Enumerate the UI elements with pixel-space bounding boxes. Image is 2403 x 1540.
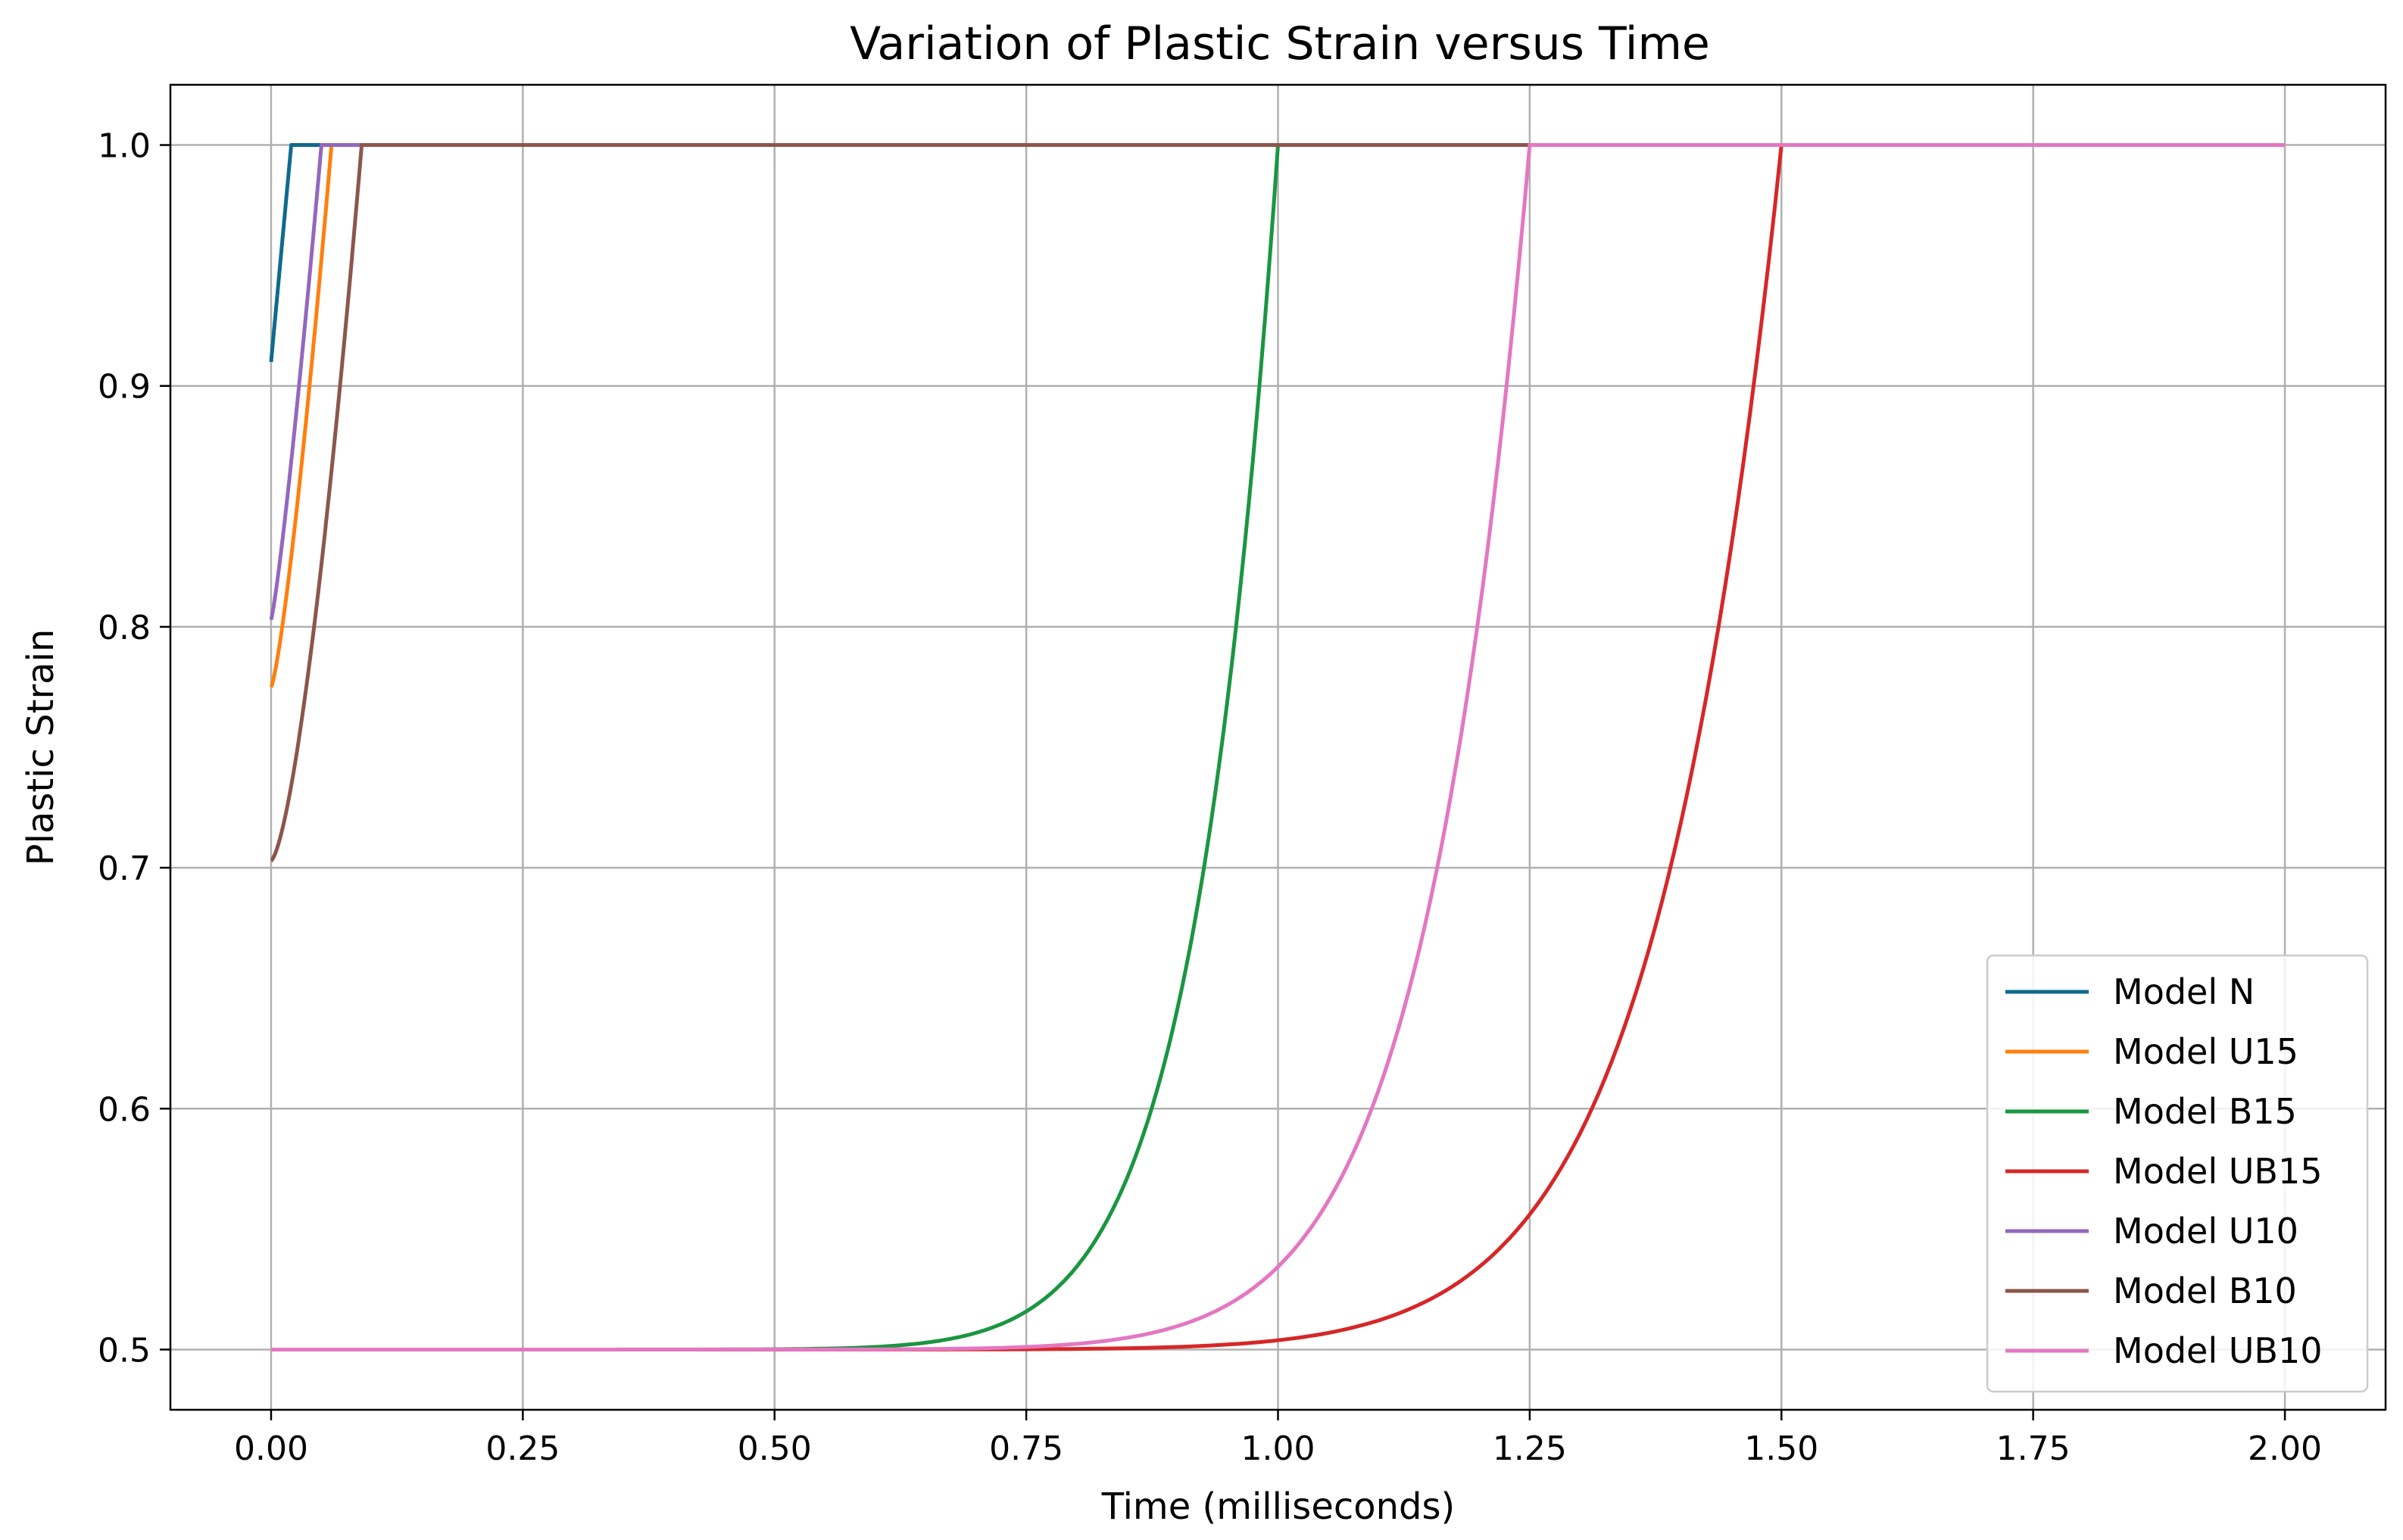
chart-title: Variation of Plastic Strain versus Time <box>850 17 1710 70</box>
y-tick-label: 0.9 <box>98 368 151 407</box>
series-line-model-b10 <box>270 143 1530 862</box>
legend-label-model-b15: Model B15 <box>2113 1091 2297 1132</box>
x-tick-label: 0.00 <box>234 1429 308 1468</box>
y-tick-label: 0.6 <box>98 1090 151 1129</box>
series-line-model-u15 <box>269 143 342 689</box>
series-line-model-n <box>269 143 322 363</box>
series-lines <box>269 143 2285 1351</box>
legend-items: Model N Model U15 Model B15 Model UB15 Model… <box>2005 971 2323 1371</box>
x-axis: 0.00 0.25 0.50 0.75 1.00 1.25 1.50 1.75 2.00 <box>234 1410 2322 1468</box>
x-tick-label: 1.00 <box>1241 1429 1315 1468</box>
legend-label-model-u10: Model U10 <box>2113 1211 2298 1252</box>
legend-label-model-ub15: Model UB15 <box>2113 1151 2323 1192</box>
series-line-model-ub10 <box>271 143 2285 1351</box>
legend-label-model-u15: Model U15 <box>2113 1031 2298 1072</box>
y-axis-label: Plastic Strain <box>20 629 62 866</box>
y-tick-label: 0.7 <box>98 849 151 888</box>
legend-label-model-b10: Model B10 <box>2113 1270 2297 1311</box>
x-tick-label: 1.25 <box>1493 1429 1567 1468</box>
y-tick-label: 1.0 <box>98 127 151 166</box>
legend-box <box>1986 954 2369 1393</box>
x-tick-label: 2.00 <box>2248 1429 2322 1468</box>
series-line-model-u10 <box>269 143 362 621</box>
legend: Model N Model U15 Model B15 Model UB15 Model… <box>1986 954 2369 1393</box>
x-tick-label: 1.50 <box>1744 1429 1818 1468</box>
x-tick-label: 0.75 <box>989 1429 1063 1468</box>
y-axis: 0.5 0.6 0.7 0.8 0.9 1.0 <box>98 127 170 1370</box>
x-tick-label: 1.75 <box>1996 1429 2071 1468</box>
y-tick-label: 0.5 <box>98 1331 151 1370</box>
x-tick-label: 0.25 <box>485 1429 560 1468</box>
x-tick-label: 0.50 <box>738 1429 812 1468</box>
x-axis-label: Time (milliseconds) <box>1101 1485 1455 1528</box>
legend-label-model-n: Model N <box>2113 971 2255 1012</box>
y-tick-label: 0.8 <box>98 609 151 647</box>
legend-label-model-ub10: Model UB10 <box>2113 1330 2323 1371</box>
